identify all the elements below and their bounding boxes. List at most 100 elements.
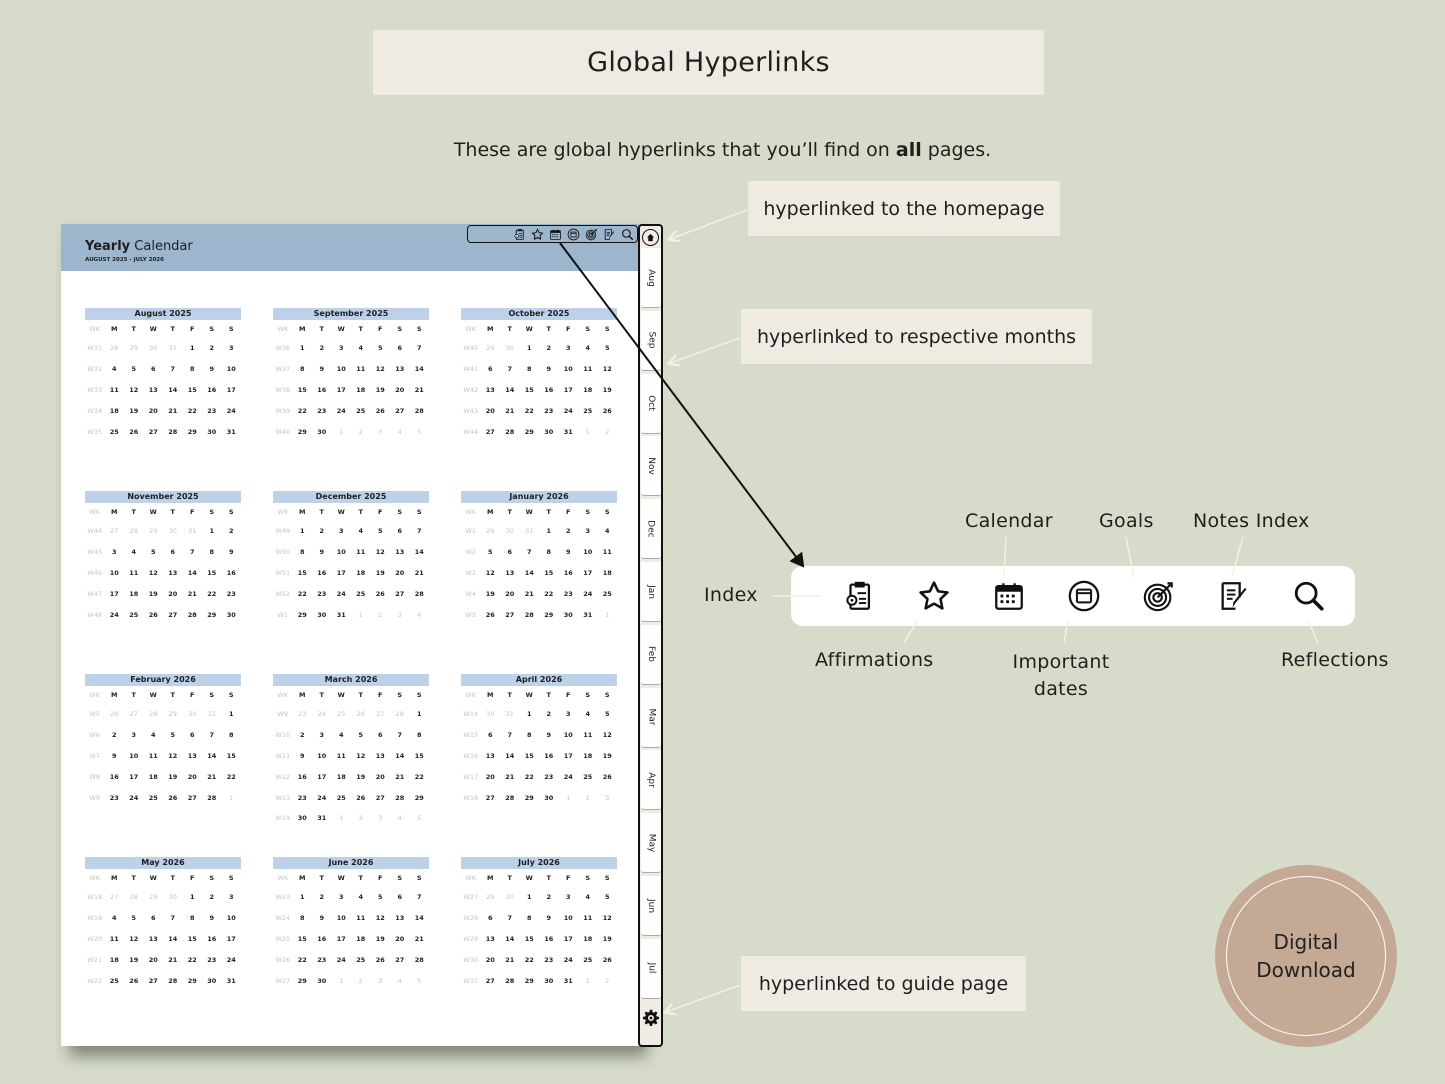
day-cell[interactable]: 23: [207, 406, 217, 415]
day-cell[interactable]: 11: [583, 731, 593, 740]
day-cell[interactable]: 12: [375, 365, 385, 374]
day-cell[interactable]: 21: [168, 955, 178, 964]
month-title[interactable]: June 2026: [273, 857, 429, 869]
day-cell[interactable]: 9: [111, 751, 117, 760]
reflections-search-icon[interactable]: [621, 228, 634, 241]
day-cell[interactable]: 1: [526, 893, 532, 902]
day-cell[interactable]: 10: [336, 914, 346, 923]
day-cell[interactable]: 25: [337, 710, 346, 719]
day-cell[interactable]: 5: [150, 548, 156, 557]
day-cell[interactable]: 6: [170, 548, 176, 557]
day-cell[interactable]: 3: [378, 427, 383, 436]
day-cell[interactable]: 19: [485, 589, 495, 598]
day-cell[interactable]: 22: [524, 406, 534, 415]
day-cell[interactable]: 2: [546, 893, 552, 902]
day-cell[interactable]: 21: [505, 406, 515, 415]
day-cell[interactable]: 30: [207, 976, 217, 985]
day-cell[interactable]: 23: [226, 589, 236, 598]
day-cell[interactable]: 23: [544, 406, 554, 415]
day-cell[interactable]: 26: [375, 406, 385, 415]
day-cell[interactable]: 17: [129, 772, 139, 781]
day-cell[interactable]: 3: [338, 344, 344, 353]
day-cell[interactable]: 16: [226, 568, 236, 577]
day-cell[interactable]: 10: [583, 548, 593, 557]
day-cell[interactable]: 20: [148, 406, 158, 415]
day-cell[interactable]: 23: [317, 406, 327, 415]
day-cell[interactable]: 22: [187, 955, 197, 964]
day-cell[interactable]: 25: [356, 406, 366, 415]
day-cell[interactable]: 6: [397, 527, 403, 536]
day-cell[interactable]: 8: [209, 548, 215, 557]
side-tab-feb[interactable]: Feb: [641, 624, 661, 685]
day-cell[interactable]: 9: [319, 914, 325, 923]
day-cell[interactable]: 27: [375, 793, 385, 802]
day-cell[interactable]: 24: [109, 610, 119, 619]
day-cell[interactable]: 15: [207, 568, 217, 577]
day-cell[interactable]: 11: [583, 914, 593, 923]
day-cell[interactable]: 31: [563, 427, 573, 436]
day-cell[interactable]: 23: [544, 772, 554, 781]
day-cell[interactable]: 14: [187, 568, 197, 577]
day-cell[interactable]: 1: [209, 527, 215, 536]
day-cell[interactable]: 5: [131, 365, 137, 374]
day-cell[interactable]: 7: [416, 893, 422, 902]
day-cell[interactable]: 27: [148, 427, 158, 436]
day-cell[interactable]: 1: [566, 793, 571, 802]
day-cell[interactable]: 2: [605, 976, 610, 985]
day-cell[interactable]: 5: [487, 548, 493, 557]
day-cell[interactable]: 28: [168, 976, 178, 985]
day-cell[interactable]: 6: [397, 893, 403, 902]
day-cell[interactable]: 13: [148, 934, 158, 943]
day-cell[interactable]: 26: [602, 772, 612, 781]
day-cell[interactable]: 28: [110, 344, 119, 353]
day-cell[interactable]: 28: [414, 955, 424, 964]
home-icon[interactable]: [642, 229, 659, 246]
day-cell[interactable]: 27: [485, 427, 495, 436]
day-cell[interactable]: 26: [602, 406, 612, 415]
day-cell[interactable]: 25: [336, 793, 346, 802]
day-cell[interactable]: 31: [505, 710, 514, 719]
calendar-link[interactable]: [971, 579, 1046, 613]
day-cell[interactable]: 19: [168, 772, 178, 781]
day-cell[interactable]: 10: [563, 914, 573, 923]
side-tab-nov[interactable]: Nov: [641, 436, 661, 497]
day-cell[interactable]: 12: [148, 568, 158, 577]
day-cell[interactable]: 23: [297, 793, 307, 802]
reflections-search-link[interactable]: [1271, 579, 1346, 613]
day-cell[interactable]: 14: [168, 934, 178, 943]
month-title[interactable]: February 2026: [85, 674, 241, 686]
day-cell[interactable]: 25: [109, 427, 119, 436]
day-cell[interactable]: 2: [228, 527, 234, 536]
day-cell[interactable]: 10: [226, 914, 236, 923]
day-cell[interactable]: 27: [376, 710, 385, 719]
day-cell[interactable]: 8: [546, 548, 552, 557]
day-cell[interactable]: 30: [563, 610, 573, 619]
day-cell[interactable]: 2: [565, 527, 571, 536]
day-cell[interactable]: 26: [129, 976, 139, 985]
day-cell[interactable]: 21: [414, 568, 424, 577]
day-cell[interactable]: 17: [583, 568, 593, 577]
day-cell[interactable]: 1: [526, 344, 532, 353]
day-cell[interactable]: 4: [417, 610, 422, 619]
day-cell[interactable]: 31: [525, 527, 534, 536]
day-cell[interactable]: 7: [170, 365, 176, 374]
day-cell[interactable]: 7: [416, 344, 422, 353]
day-cell[interactable]: 21: [505, 772, 515, 781]
day-cell[interactable]: 28: [207, 793, 217, 802]
day-cell[interactable]: 4: [604, 527, 610, 536]
day-cell[interactable]: 1: [228, 710, 234, 719]
day-cell[interactable]: 4: [111, 365, 117, 374]
day-cell[interactable]: 9: [546, 914, 552, 923]
day-cell[interactable]: 4: [585, 893, 591, 902]
day-cell[interactable]: 24: [336, 589, 346, 598]
day-cell[interactable]: 23: [563, 589, 573, 598]
side-tab-jan[interactable]: Jan: [641, 562, 661, 622]
day-cell[interactable]: 1: [605, 610, 610, 619]
important-dates-link[interactable]: [1046, 579, 1121, 613]
day-cell[interactable]: 10: [563, 731, 573, 740]
day-cell[interactable]: 5: [358, 731, 364, 740]
day-cell[interactable]: 13: [187, 751, 197, 760]
day-cell[interactable]: 6: [150, 914, 156, 923]
day-cell[interactable]: 12: [168, 751, 178, 760]
side-tab-may[interactable]: May: [641, 813, 661, 874]
